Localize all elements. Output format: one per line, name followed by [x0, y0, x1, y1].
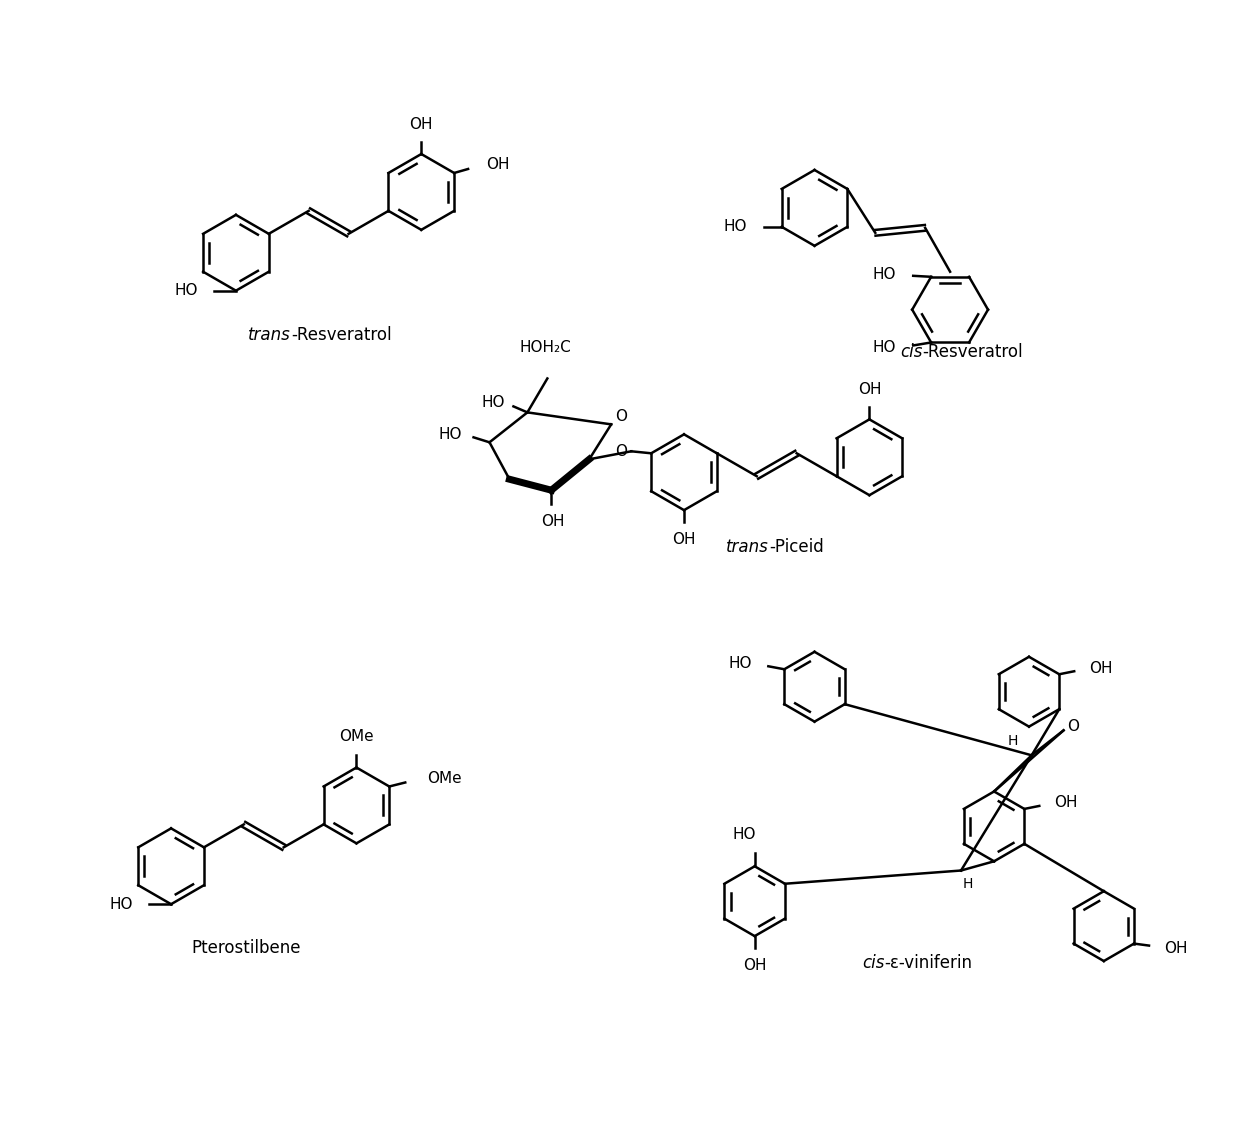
Text: HO: HO [873, 340, 896, 355]
Text: O: O [615, 409, 628, 424]
Text: O: O [615, 444, 628, 459]
Text: HO: HO [438, 427, 462, 442]
Text: OH: OH [743, 958, 766, 973]
Text: HO: HO [873, 267, 896, 282]
Text: HO: HO [175, 283, 198, 298]
Text: trans: trans [725, 538, 769, 556]
Text: OH: OH [1164, 941, 1187, 956]
Text: OH: OH [410, 118, 433, 132]
Text: Pterostilbene: Pterostilbene [191, 939, 301, 957]
Text: OH: OH [487, 158, 510, 172]
Text: cis: cis [900, 343, 922, 361]
Text: -Resveratrol: -Resveratrol [291, 325, 391, 344]
Text: HO: HO [733, 827, 756, 843]
Text: HO: HO [110, 896, 134, 911]
Text: -ε-viniferin: -ε-viniferin [884, 954, 972, 972]
Text: HOH₂C: HOH₂C [520, 339, 571, 354]
Text: -Resveratrol: -Resveratrol [922, 343, 1023, 361]
Text: HO: HO [482, 395, 505, 410]
Text: trans: trans [248, 325, 291, 344]
Text: OH: OH [1055, 796, 1078, 811]
Text: HO: HO [723, 219, 747, 234]
Text: -Piceid: -Piceid [769, 538, 823, 556]
Text: OH: OH [672, 532, 696, 547]
Text: H: H [1008, 734, 1018, 748]
Text: OH: OH [1089, 661, 1113, 676]
Text: H: H [963, 877, 973, 892]
Text: O: O [1067, 718, 1080, 734]
Text: OH: OH [541, 514, 565, 529]
Text: cis: cis [862, 954, 884, 972]
Text: HO: HO [729, 656, 753, 670]
Text: OH: OH [858, 383, 881, 397]
Text: OMe: OMe [427, 771, 462, 786]
Text: OMe: OMe [339, 729, 374, 743]
